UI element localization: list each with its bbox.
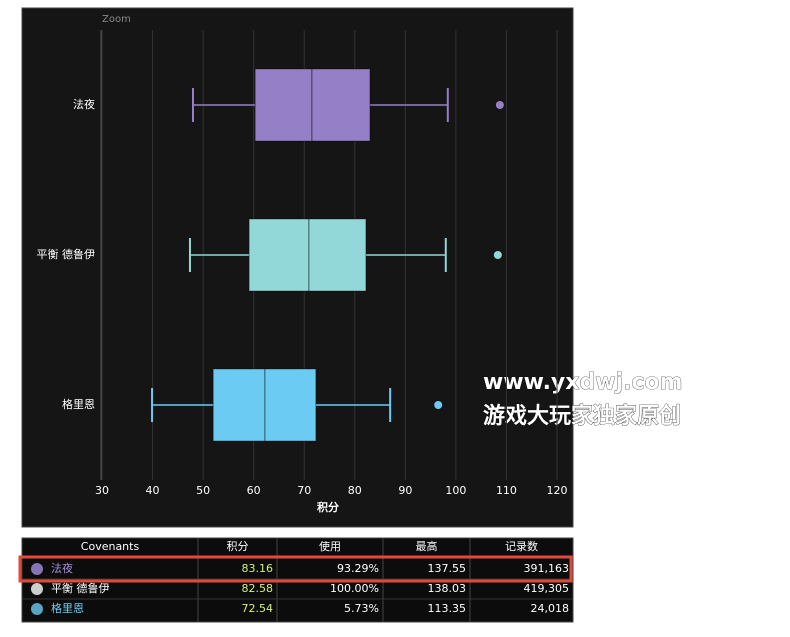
outlier: [495, 101, 504, 109]
cell: 391,163: [524, 562, 570, 575]
x-axis-label: 积分: [317, 500, 339, 514]
cell: 5.73%: [344, 602, 379, 615]
table-header: Covenants: [81, 540, 140, 553]
x-tick-label: 120: [547, 484, 568, 497]
table-header: 记录数: [505, 540, 538, 553]
x-tick-label: 80: [348, 484, 362, 497]
row-icon: [31, 563, 43, 575]
watermark: www.yxdwj.com: [483, 370, 683, 395]
cell: 138.03: [428, 582, 467, 595]
box: [212, 368, 317, 442]
x-tick-label: 40: [146, 484, 160, 497]
cell: 100.00%: [330, 582, 379, 595]
x-tick-label: 110: [496, 484, 517, 497]
row-icon: [31, 583, 43, 595]
cell: 93.29%: [337, 562, 379, 575]
row-name: 格里恩: [51, 601, 84, 615]
outlier: [493, 251, 502, 259]
row-name: 法夜: [51, 561, 73, 575]
watermark: 游戏大玩家独家原创: [483, 403, 681, 429]
table-header: 使用: [319, 540, 341, 553]
x-tick-label: 30: [95, 484, 109, 497]
x-tick-label: 70: [297, 484, 311, 497]
table-header: 积分: [227, 540, 249, 553]
outlier: [434, 401, 443, 409]
box: [248, 218, 367, 292]
x-tick-label: 100: [445, 484, 466, 497]
table-header: 最高: [416, 539, 438, 553]
x-tick-label: 50: [196, 484, 210, 497]
y-tick-label: 平衡 德鲁伊: [37, 247, 96, 261]
cell: 419,305: [524, 582, 570, 595]
cell: 82.58: [242, 582, 274, 595]
x-tick-label: 60: [247, 484, 261, 497]
cell: 137.55: [428, 562, 467, 575]
box: [254, 68, 371, 142]
y-tick-label: 格里恩: [62, 397, 95, 411]
cell: 83.16: [242, 562, 274, 575]
row-name: 平衡 德鲁伊: [51, 581, 110, 595]
highlight: [18, 555, 573, 583]
cell: 72.54: [242, 602, 274, 615]
y-tick-label: 法夜: [73, 97, 95, 111]
row-icon: [31, 603, 43, 615]
cell: 24,018: [531, 602, 570, 615]
cell: 113.35: [428, 602, 467, 615]
zoom-label: Zoom: [102, 14, 131, 25]
x-tick-label: 90: [398, 484, 412, 497]
